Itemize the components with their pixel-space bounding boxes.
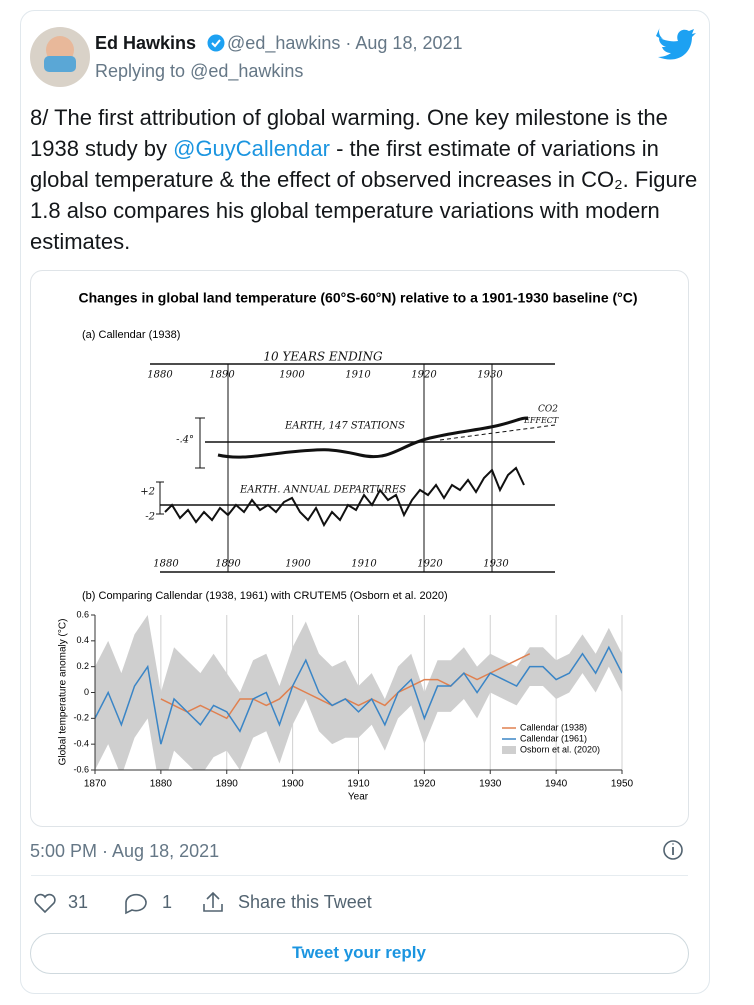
y-tick-label: -0.4 xyxy=(73,739,89,749)
x-tick-label: 1870 xyxy=(84,779,107,790)
panel-b-title: (b) Comparing Callendar (1938, 1961) wit… xyxy=(82,590,448,602)
hand-tick-label: 1910 xyxy=(351,559,377,570)
y-tick-label: 0 xyxy=(84,687,89,697)
legend-label: Callendar (1938) xyxy=(520,722,587,732)
x-tick-label: 1890 xyxy=(216,779,239,790)
uncertainty-band xyxy=(95,615,622,770)
hand-tick-label: 1910 xyxy=(345,370,371,381)
hand-tick-label: 1890 xyxy=(209,370,235,381)
y-tick-label: 0.4 xyxy=(76,635,89,645)
author-name[interactable]: Ed Hawkins xyxy=(95,33,197,53)
share-icon[interactable] xyxy=(203,891,223,912)
hand-tick-label: 1920 xyxy=(411,370,437,381)
like-count: 31 xyxy=(68,892,89,912)
y-tick-label: -0.6 xyxy=(73,764,89,774)
share-label[interactable]: Share this Tweet xyxy=(238,892,372,912)
hand-curve-label: EARTH. ANNUAL DEPARTURES xyxy=(239,485,406,496)
panel-a-title: (a) Callendar (1938) xyxy=(82,329,180,341)
legend-label: Callendar (1961) xyxy=(520,733,587,743)
avatar-mask xyxy=(44,56,76,72)
separator: · xyxy=(345,33,352,53)
x-tick-label: 1880 xyxy=(150,779,173,790)
like-icon[interactable] xyxy=(34,893,56,914)
mention[interactable]: @GuyCallendar xyxy=(173,136,330,161)
y-tick-label: -0.2 xyxy=(73,713,89,723)
hand-curve-label: EARTH, 147 STATIONS xyxy=(284,421,405,432)
x-axis-label: Year xyxy=(348,792,369,803)
hand-co2-line xyxy=(439,424,556,441)
text: - the first estimate of variations in gl… xyxy=(30,136,698,254)
y-tick-label: 0.2 xyxy=(76,661,89,671)
hand-tick-label: 1930 xyxy=(477,370,503,381)
x-tick-label: 1910 xyxy=(347,779,370,790)
y-tick-label: 0.6 xyxy=(76,609,89,619)
series-line xyxy=(95,645,622,745)
verified-check xyxy=(211,39,221,48)
info-icon[interactable] xyxy=(663,840,683,860)
x-tick-label: 1900 xyxy=(282,779,305,790)
hand-scale-label: -2 xyxy=(145,512,155,523)
replying-handle[interactable]: @ed_hawkins xyxy=(190,61,304,81)
hand-tick-label: 1930 xyxy=(483,559,509,570)
y-axis-label: Global temperature anomaly (°C) xyxy=(58,619,69,766)
tweet-text: 8/ The first attribution of global warmi… xyxy=(30,102,700,257)
reply-context: Replying to @ed_hawkins xyxy=(95,61,303,82)
handle[interactable]: @ed_hawkins xyxy=(227,33,341,53)
plot-area xyxy=(95,615,622,770)
figure-title: Changes in global land temperature (60°S… xyxy=(78,290,637,306)
reply-button[interactable] xyxy=(30,933,689,974)
legend-swatch xyxy=(502,746,516,754)
verified-badge xyxy=(207,34,225,52)
hand-tick-label: 1900 xyxy=(279,370,305,381)
hand-tick-label: 1880 xyxy=(153,559,179,570)
reply-button-label[interactable]: Tweet your reply xyxy=(292,943,426,962)
x-tick-label: 1920 xyxy=(413,779,436,790)
timestamp[interactable]: 5:00 PM · Aug 18, 2021 xyxy=(30,841,220,861)
reply-icon[interactable] xyxy=(125,893,147,915)
hand-effect-label: EFFECT xyxy=(523,416,559,425)
hand-tick-label: 1920 xyxy=(417,559,443,570)
legend-label: Osborn et al. (2020) xyxy=(520,744,600,754)
hand-tick-label: 1880 xyxy=(147,370,173,381)
hand-scale-label: -.4° xyxy=(176,435,194,446)
text: 8/ The first attribution of global warmi… xyxy=(30,105,668,161)
hand-scale-label: +2 xyxy=(140,487,155,498)
reply-count: 1 xyxy=(162,892,173,912)
x-tick-label: 1930 xyxy=(479,779,502,790)
author-line: Ed Hawkins @ed_hawkins · Aug 18, 2021 xyxy=(95,33,463,54)
hand-axis-label: 10 YEARS ENDING xyxy=(263,350,383,364)
twitter-logo[interactable] xyxy=(656,27,696,60)
hand-scale-bar xyxy=(156,417,205,515)
x-tick-label: 1940 xyxy=(545,779,568,790)
x-tick-label: 1950 xyxy=(611,779,634,790)
hand-tick-label: 1900 xyxy=(285,559,311,570)
hand-tick-label: 1890 xyxy=(215,559,241,570)
hand-co2-label: CO2 xyxy=(538,405,558,415)
hand-curve xyxy=(164,466,525,528)
replying-label: Replying to xyxy=(95,61,186,81)
date[interactable]: Aug 18, 2021 xyxy=(355,33,463,53)
hand-curve xyxy=(217,416,529,459)
